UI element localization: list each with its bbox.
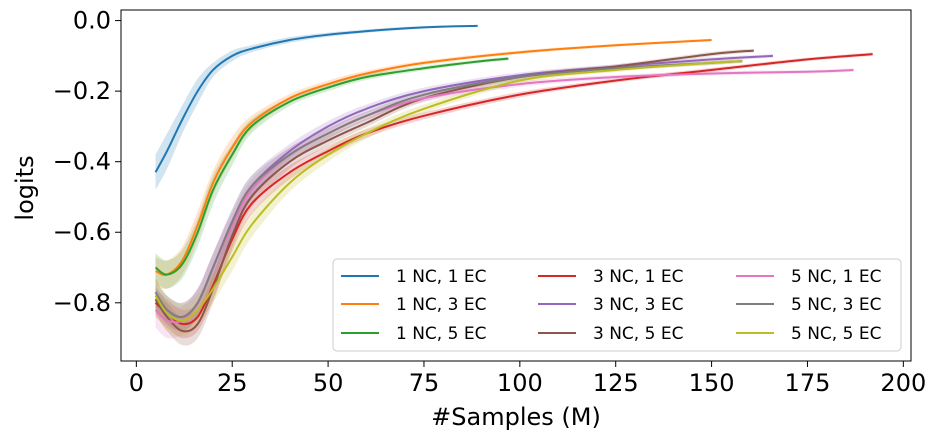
y-tick-label: −0.6	[53, 218, 111, 246]
plot-frame	[120, 9, 912, 362]
legend: 1 NC, 1 EC 1 NC, 3 EC 1 NC, 5 EC 3 NC, 1 EC…	[332, 258, 902, 352]
y-axis-ticks: 0.0 −0.2 −0.4 −0.6 −0.8	[53, 7, 121, 317]
x-axis-ticks: 0 25 50 75 100 125 150 175 200	[129, 361, 926, 397]
x-tick-label: 25	[217, 369, 248, 397]
x-tick-label: 75	[409, 369, 440, 397]
legend-label-3-nc-3-ec: 3 NC, 3 EC	[593, 295, 683, 315]
series-line-1-nc-5-ec	[154, 57, 509, 276]
confidence-bands	[155, 24, 873, 346]
series-line-3-nc-5-ec	[154, 49, 754, 333]
x-tick-label: 150	[689, 369, 735, 397]
band-1-nc-5-ec	[155, 56, 509, 289]
legend-label-1-nc-3-ec: 1 NC, 3 EC	[396, 295, 486, 315]
legend-label-1-nc-1-ec: 1 NC, 1 EC	[396, 267, 486, 287]
series-line-5-nc-5-ec	[154, 60, 743, 322]
legend-label-1-nc-5-ec: 1 NC, 5 EC	[396, 324, 486, 344]
series-line-3-nc-1-ec	[154, 53, 873, 326]
series-line-1-nc-3-ec	[155, 38, 712, 276]
band-5-nc-1-ec	[155, 68, 854, 339]
legend-label-5-nc-3-ec: 5 NC, 3 EC	[791, 295, 881, 315]
y-tick-label: −0.2	[53, 77, 111, 105]
legend-label-3-nc-5-ec: 3 NC, 5 EC	[593, 324, 683, 344]
legend-frame	[332, 258, 902, 352]
legend-label-5-nc-5-ec: 5 NC, 5 EC	[791, 324, 881, 344]
series-lines	[154, 24, 873, 333]
x-tick-label: 100	[497, 369, 543, 397]
series-line-5-nc-3-ec	[154, 60, 743, 319]
y-axis-label: logits	[11, 155, 39, 220]
x-tick-label: 50	[313, 369, 344, 397]
x-tick-label: 200	[880, 369, 926, 397]
y-tick-label: 0.0	[73, 7, 111, 35]
y-tick-label: −0.8	[53, 289, 111, 317]
x-tick-label: 125	[593, 369, 639, 397]
x-tick-label: 0	[129, 369, 144, 397]
x-tick-label: 175	[785, 369, 831, 397]
legend-label-3-nc-1-ec: 3 NC, 1 EC	[593, 267, 683, 287]
band-5-nc-5-ec	[155, 59, 743, 337]
legend-label-5-nc-1-ec: 5 NC, 1 EC	[791, 267, 881, 287]
series-line-1-nc-1-ec	[154, 24, 478, 173]
x-axis-label: #Samples (M)	[431, 403, 601, 431]
y-tick-label: −0.4	[53, 148, 111, 176]
